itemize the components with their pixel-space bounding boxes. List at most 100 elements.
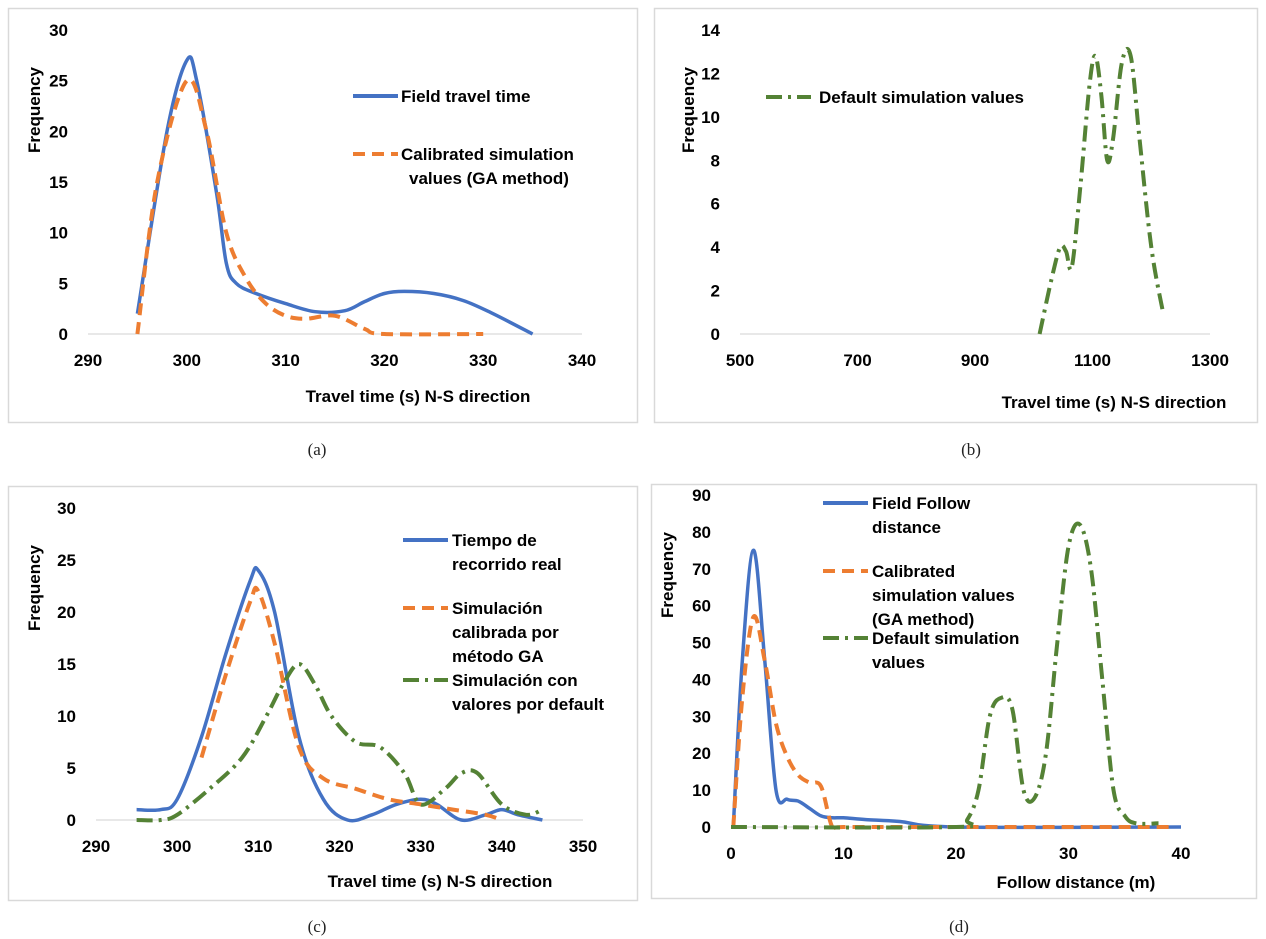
y-tick-label: 4: [711, 238, 721, 257]
legend-label: Default simulation values: [819, 88, 1024, 107]
x-tick-label: 310: [244, 837, 272, 856]
y-tick-label: 40: [692, 670, 711, 689]
y-axis-label: Frequency: [679, 66, 698, 153]
y-tick-label: 10: [701, 108, 720, 127]
x-axis-label: Travel time (s) N-S direction: [306, 387, 531, 406]
y-tick-label: 30: [49, 21, 68, 40]
y-tick-label: 80: [692, 523, 711, 542]
legend-label: calibrada por: [452, 623, 559, 642]
y-tick-label: 10: [692, 781, 711, 800]
caption-d: (d): [949, 917, 969, 936]
x-tick-label: 290: [74, 351, 102, 370]
x-tick-label: 320: [325, 837, 353, 856]
y-tick-label: 20: [692, 744, 711, 763]
series-line-dashdot: [1037, 46, 1165, 335]
legend-label: Calibrated: [872, 562, 955, 581]
x-tick-label: 330: [406, 837, 434, 856]
series-line-solid: [731, 548, 1182, 830]
caption-c: (c): [307, 917, 327, 936]
x-axis-label: Travel time (s) N-S direction: [1002, 393, 1227, 412]
series-line-solid: [135, 55, 534, 336]
series-line-dashed: [135, 77, 484, 337]
legend-label: Simulación con: [452, 671, 578, 690]
y-tick-label: 10: [49, 224, 68, 243]
y-tick-label: 10: [57, 707, 76, 726]
y-axis-label: Frequency: [658, 531, 677, 618]
legend-label: método GA: [452, 647, 544, 666]
y-tick-label: 15: [49, 173, 68, 192]
x-tick-label: 20: [947, 844, 966, 863]
y-tick-label: 70: [692, 560, 711, 579]
x-tick-label: 350: [569, 837, 597, 856]
x-axis-label: Travel time (s) N-S direction: [328, 872, 553, 891]
y-tick-label: 0: [702, 818, 711, 837]
chart-svg: 0 10 20 30 40 50 60 70 80 90 0 10 20 30 40 Frequency Fol…: [650, 483, 1258, 900]
y-tick-label: 25: [57, 551, 76, 570]
x-tick-label: 1300: [1191, 351, 1229, 370]
legend-label: values (GA method): [409, 169, 569, 188]
chart-frame: [7, 485, 639, 902]
x-tick-label: 330: [469, 351, 497, 370]
y-tick-label: 30: [57, 499, 76, 518]
x-tick-label: 700: [843, 351, 871, 370]
y-tick-label: 15: [57, 655, 76, 674]
y-tick-label: 14: [701, 21, 720, 40]
y-tick-label: 20: [57, 603, 76, 622]
y-tick-label: 90: [692, 486, 711, 505]
y-tick-label: 50: [692, 634, 711, 653]
legend-label: Calibrated simulation: [401, 145, 574, 164]
caption-b: (b): [961, 440, 981, 459]
y-tick-label: 12: [701, 64, 720, 83]
legend-label: values: [872, 653, 925, 672]
x-tick-label: 30: [1059, 844, 1078, 863]
chart-svg: 0 5 10 15 20 25 30 290 300 310 320 330 340 Frequency T…: [7, 7, 639, 424]
legend-label: (GA method): [872, 610, 974, 629]
chart-panel-c: 0 5 10 15 20 25 30 290 300 310 320 330 340 350 Frequen…: [7, 485, 639, 902]
legend-label: recorrido real: [452, 555, 562, 574]
legend-label: Field Follow: [872, 494, 971, 513]
y-tick-label: 20: [49, 122, 68, 141]
series-line-dashdot: [730, 521, 1159, 830]
legend-label: Default simulation: [872, 629, 1019, 648]
x-tick-label: 0: [726, 844, 735, 863]
chart-panel-a: 0 5 10 15 20 25 30 290 300 310 320 330 340 Frequency T…: [7, 7, 639, 424]
x-tick-label: 290: [82, 837, 110, 856]
y-tick-label: 30: [692, 707, 711, 726]
caption-a: (a): [307, 440, 327, 459]
y-tick-label: 25: [49, 72, 68, 91]
y-axis-label: Frequency: [25, 66, 44, 153]
series-line-dashdot: [136, 662, 544, 823]
y-tick-label: 60: [692, 597, 711, 616]
x-axis-label: Follow distance (m): [997, 873, 1156, 892]
chart-svg: 0 5 10 15 20 25 30 290 300 310 320 330 340 350 Frequen…: [7, 485, 639, 902]
x-tick-label: 1100: [1074, 351, 1111, 370]
y-tick-label: 5: [67, 759, 76, 778]
legend-label: distance: [872, 518, 941, 537]
x-tick-label: 500: [726, 351, 754, 370]
x-tick-label: 10: [834, 844, 853, 863]
legend-label: valores por default: [452, 695, 604, 714]
y-tick-label: 0: [67, 811, 76, 830]
x-tick-label: 340: [488, 837, 516, 856]
chart-frame: [7, 7, 639, 424]
legend-label: Tiempo de: [452, 531, 537, 550]
y-tick-label: 0: [59, 325, 68, 344]
legend-label: simulation values: [872, 586, 1015, 605]
chart-panel-b: 0 2 4 6 8 10 12 14 500 700 900 1100 1300 Frequency Tra…: [653, 7, 1259, 424]
y-tick-label: 8: [711, 151, 720, 170]
chart-frame: [653, 7, 1259, 424]
x-tick-label: 320: [370, 351, 398, 370]
chart-panel-d: 0 10 20 30 40 50 60 70 80 90 0 10 20 30 40 Frequency Fol…: [650, 483, 1258, 900]
y-tick-label: 5: [59, 274, 68, 293]
series-line-dashed: [199, 585, 503, 822]
x-tick-label: 300: [163, 837, 191, 856]
y-tick-label: 6: [711, 195, 720, 214]
y-tick-label: 2: [711, 282, 720, 301]
x-tick-label: 340: [568, 351, 596, 370]
x-tick-label: 900: [961, 351, 989, 370]
chart-svg: 0 2 4 6 8 10 12 14 500 700 900 1100 1300 Frequency Tra…: [653, 7, 1259, 424]
y-axis-label: Frequency: [25, 544, 44, 631]
y-tick-label: 0: [711, 325, 720, 344]
x-tick-label: 40: [1172, 844, 1191, 863]
x-tick-label: 310: [271, 351, 299, 370]
